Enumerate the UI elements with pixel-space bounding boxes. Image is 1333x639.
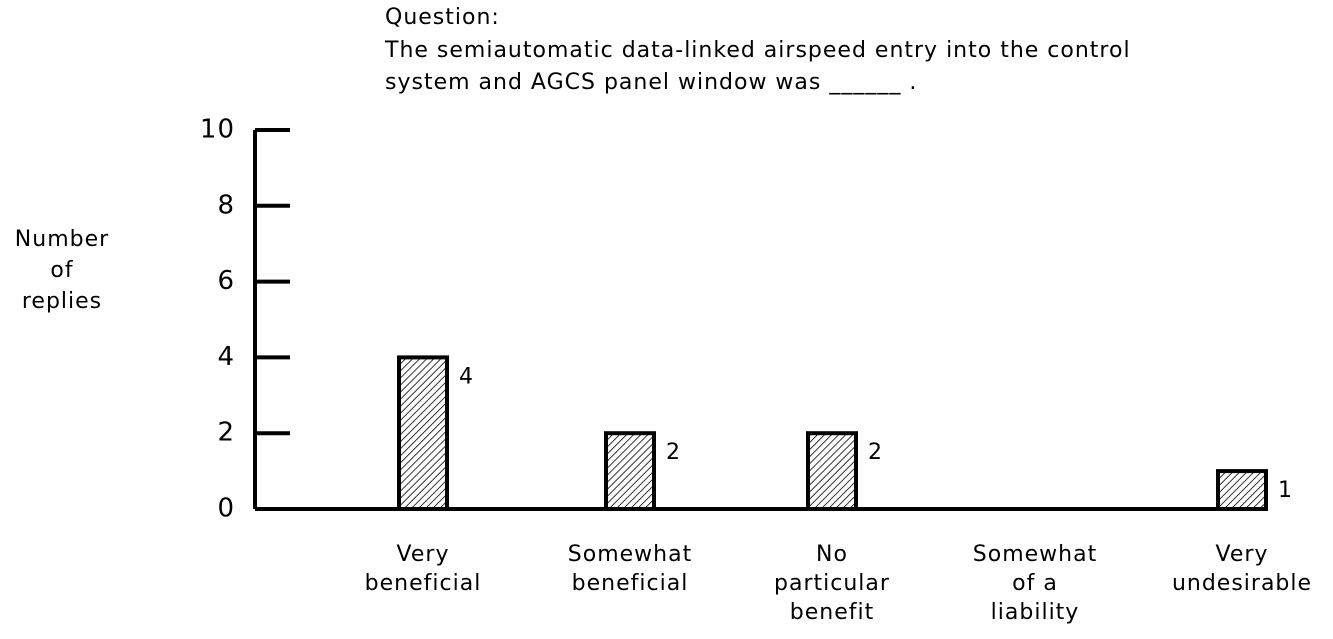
chart-subtitle: system and AGCS panel window was ______ … <box>385 70 917 95</box>
x-tick-label: Somewhat <box>568 542 692 567</box>
bar <box>1216 469 1268 512</box>
x-tick-label: liability <box>991 600 1080 625</box>
x-tick-label: Very <box>397 542 450 567</box>
y-tick-label: 2 <box>217 418 235 448</box>
x-tick-label: beneficial <box>572 571 689 596</box>
y-axis-label: of <box>50 258 73 283</box>
y-tick-label: 10 <box>200 115 235 145</box>
y-tick-label: 0 <box>217 494 235 524</box>
bar <box>604 431 656 512</box>
data-label: 2 <box>868 440 883 465</box>
x-tick-label: No <box>816 542 848 567</box>
x-tick-label: undesirable <box>1172 571 1312 596</box>
bar <box>397 355 449 511</box>
data-label: 1 <box>1278 478 1293 503</box>
y-tick-label: 6 <box>217 266 235 296</box>
x-tick-label: of a <box>1012 571 1058 596</box>
y-axis-label: Number <box>15 227 109 252</box>
data-label: 4 <box>459 364 474 389</box>
y-tick-label: 8 <box>217 190 235 220</box>
x-tick-label: benefit <box>790 600 874 625</box>
chart-subtitle: The semiautomatic data-linked airspeed e… <box>384 38 1131 63</box>
y-tick-label: 4 <box>217 342 235 372</box>
x-tick-label: particular <box>774 571 890 596</box>
x-tick-label: Somewhat <box>973 542 1097 567</box>
y-axis-label: replies <box>22 289 102 314</box>
data-label: 2 <box>666 440 681 465</box>
x-tick-label: beneficial <box>365 571 482 596</box>
chart-title: Question: <box>385 5 500 30</box>
x-tick-label: Very <box>1216 542 1269 567</box>
bar <box>806 431 858 512</box>
